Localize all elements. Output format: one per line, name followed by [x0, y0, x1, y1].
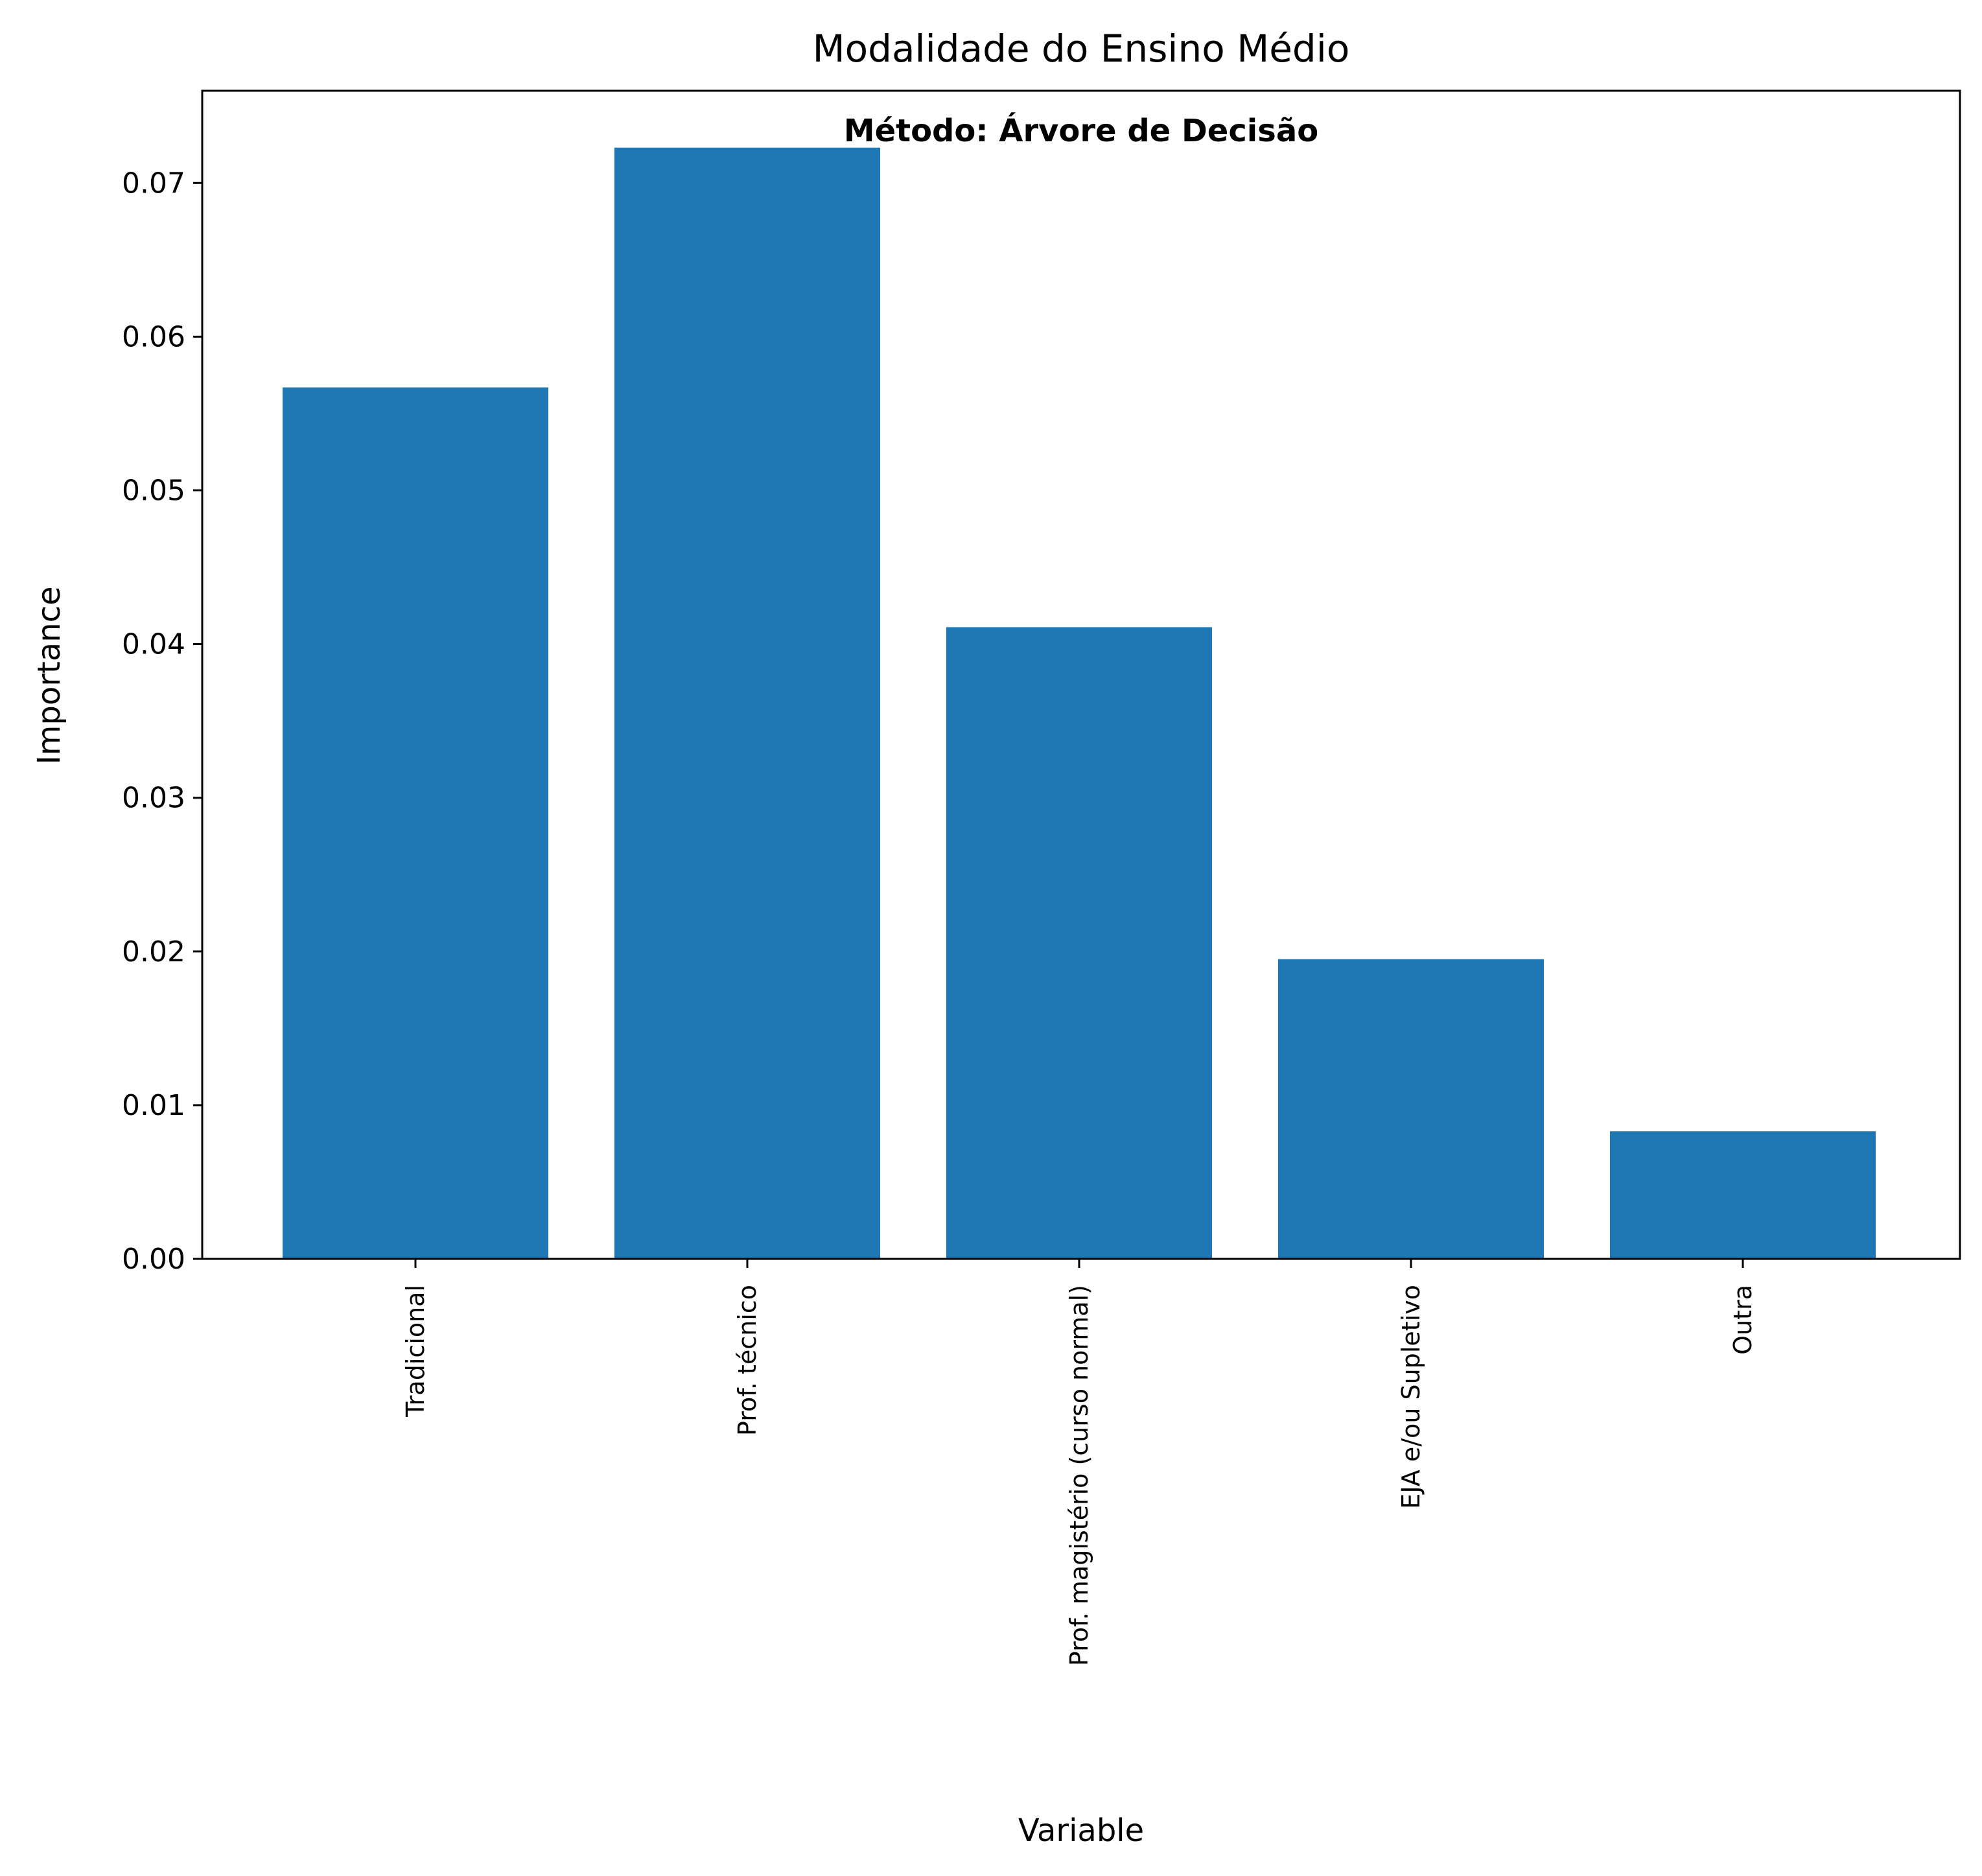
y-tick-label: 0.02 — [122, 935, 185, 968]
y-axis: 0.00 0.01 0.02 0.03 0.04 0.05 0.06 0.07 — [122, 167, 202, 1276]
bar-2 — [614, 147, 880, 1259]
bars-group — [283, 147, 1876, 1259]
x-tick-label: Prof. técnico — [733, 1285, 762, 1436]
y-axis-title: Importance — [31, 586, 67, 764]
x-tick-label: Tradicional — [401, 1285, 430, 1418]
y-tick-label: 0.05 — [122, 474, 185, 507]
y-tick-label: 0.04 — [122, 628, 185, 661]
x-axis-title: Variable — [1018, 1812, 1144, 1849]
y-tick-label: 0.07 — [122, 167, 185, 200]
y-tick-label: 0.06 — [122, 320, 185, 353]
chart-title: Modalidade do Ensino Médio — [813, 27, 1350, 71]
method-annotation: Método: Árvore de Decisão — [844, 112, 1318, 149]
x-tick-label: Outra — [1729, 1285, 1757, 1355]
x-tick-label: Prof. magistério (curso normal) — [1065, 1285, 1093, 1666]
bar-3 — [946, 627, 1212, 1259]
y-tick-label: 0.03 — [122, 782, 185, 815]
y-tick-label: 0.00 — [122, 1243, 185, 1276]
bar-1 — [283, 387, 548, 1259]
y-tick-label: 0.01 — [122, 1089, 185, 1122]
plot-frame — [201, 89, 1961, 1260]
bar-5 — [1610, 1131, 1876, 1259]
x-tick-label: EJA e/ou Supletivo — [1397, 1285, 1425, 1509]
bar-4 — [1278, 959, 1544, 1259]
x-axis: Tradicional Prof. técnico Prof. magistério… — [401, 1259, 1757, 1666]
